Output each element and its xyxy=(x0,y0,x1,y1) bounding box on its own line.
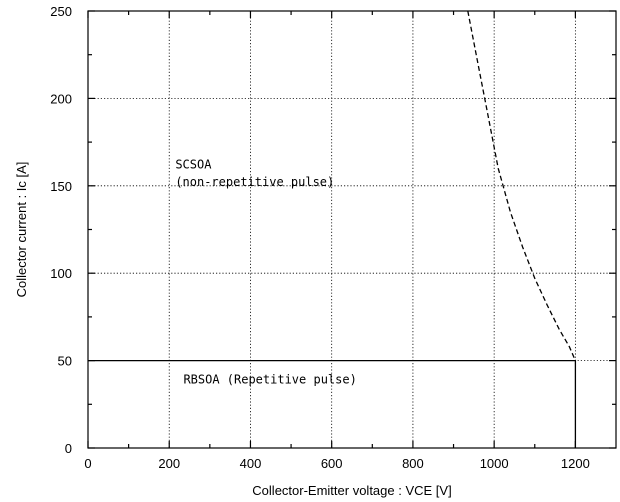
y-tick-label: 150 xyxy=(50,179,72,194)
x-tick-label: 800 xyxy=(402,456,424,471)
region-annotation: (non-repetitive pulse) xyxy=(175,175,334,189)
y-tick-label: 100 xyxy=(50,266,72,281)
y-tick-label: 0 xyxy=(65,441,72,456)
y-tick-label: 250 xyxy=(50,4,72,19)
x-tick-label: 1200 xyxy=(561,456,590,471)
plot-lines xyxy=(88,10,577,448)
x-tick-label: 400 xyxy=(240,456,262,471)
y-tick-label: 200 xyxy=(50,91,72,106)
annotations: SCSOA (non-repetitive pulse) RBSOA (Repeti… xyxy=(175,157,357,386)
x-axis-title: Collector-Emitter voltage : VCE [V] xyxy=(252,483,451,498)
region-annotation: SCSOA xyxy=(175,157,212,171)
x-tick-label: 1000 xyxy=(480,456,509,471)
x-tick-label: 0 xyxy=(84,456,91,471)
region-annotation: RBSOA (Repetitive pulse) xyxy=(183,372,356,386)
grid xyxy=(88,11,616,448)
y-tick-labels: 0 50 100 150 200 250 xyxy=(50,4,72,456)
y-axis-title: Collector current : Ic [A] xyxy=(14,162,29,298)
y-tick-label: 50 xyxy=(58,354,72,369)
x-tick-label: 600 xyxy=(321,456,343,471)
x-tick-labels: 0 200 400 600 800 1000 1200 xyxy=(84,456,589,471)
x-tick-label: 200 xyxy=(158,456,180,471)
scsoa-boundary-line xyxy=(467,10,576,361)
plot-frame xyxy=(87,10,617,449)
